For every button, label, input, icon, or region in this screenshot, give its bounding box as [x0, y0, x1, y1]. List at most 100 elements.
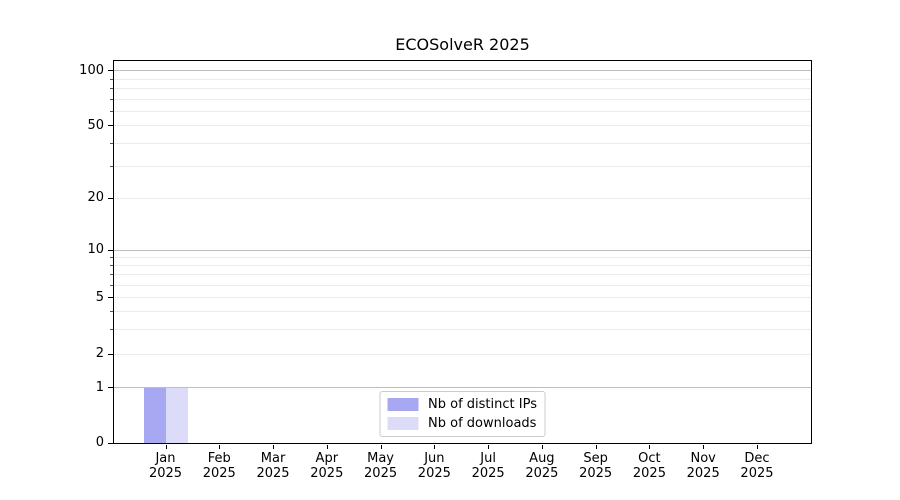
x-tick-mark: [326, 445, 328, 449]
y-minor-tick-mark: [110, 88, 113, 90]
y-minor-tick-mark: [110, 78, 113, 80]
x-tick-label: Mar 2025: [243, 451, 303, 481]
x-tick-mark: [595, 445, 597, 449]
gridline: [114, 249, 811, 251]
legend-label: Nb of distinct IPs: [428, 397, 537, 412]
legend: Nb of distinct IPs Nb of downloads: [379, 391, 546, 437]
x-tick-label: Feb 2025: [189, 451, 249, 481]
y-tick-label: 1: [95, 379, 104, 395]
x-tick-year: 2025: [525, 466, 559, 481]
y-tick-label: 10: [87, 242, 104, 258]
x-tick-label: Dec 2025: [727, 451, 787, 481]
x-tick-month: Aug: [529, 451, 555, 466]
y-minor-tick-mark: [110, 264, 113, 266]
x-tick-year: 2025: [310, 466, 344, 481]
x-tick-month: Feb: [207, 451, 231, 466]
x-tick-mark: [649, 445, 651, 449]
y-tick-mark: [108, 297, 113, 299]
legend-row: Nb of distinct IPs: [387, 397, 537, 412]
y-tick-mark: [108, 249, 113, 251]
y-minor-tick-mark: [110, 142, 113, 144]
x-tick-month: Jan: [155, 451, 176, 466]
x-tick-month: Oct: [638, 451, 661, 466]
x-tick-year: 2025: [686, 466, 720, 481]
gridline: [114, 88, 811, 90]
y-tick-mark: [108, 387, 113, 389]
x-tick-month: Jun: [424, 451, 445, 466]
bar: [165, 387, 188, 443]
x-tick-mark: [703, 445, 705, 449]
gridline: [114, 264, 811, 266]
x-tick-label: Aug 2025: [512, 451, 572, 481]
gridline: [114, 353, 811, 355]
y-minor-tick-mark: [110, 256, 113, 258]
x-tick-month: Mar: [260, 451, 286, 466]
y-minor-tick-mark: [110, 284, 113, 286]
x-tick-mark: [756, 445, 758, 449]
gridline: [114, 125, 811, 127]
gridline: [114, 387, 811, 389]
gridline: [114, 297, 811, 299]
x-tick-month: Dec: [744, 451, 770, 466]
y-minor-tick-mark: [110, 311, 113, 313]
gridline: [114, 98, 811, 100]
y-minor-tick-mark: [110, 110, 113, 112]
x-tick-year: 2025: [364, 466, 398, 481]
y-tick-mark: [108, 353, 113, 355]
x-tick-month: Nov: [690, 451, 716, 466]
x-tick-year: 2025: [148, 466, 183, 481]
gridline: [114, 78, 811, 80]
gridline: [114, 328, 811, 330]
y-tick-label: 20: [87, 190, 104, 206]
x-tick-year: 2025: [471, 466, 505, 481]
gridline: [114, 284, 811, 286]
plot-area: Nb of distinct IPs Nb of downloads: [113, 60, 812, 444]
x-tick-year: 2025: [202, 466, 236, 481]
y-minor-tick-mark: [110, 165, 113, 167]
legend-swatch: [387, 398, 419, 411]
x-tick-mark: [488, 445, 490, 449]
y-tick-label: 5: [95, 289, 104, 305]
chart-title: ECOSolveR 2025: [395, 35, 530, 54]
x-tick-mark: [434, 445, 436, 449]
y-tick-label: 0: [95, 435, 104, 450]
x-tick-year: 2025: [579, 466, 613, 481]
x-tick-mark: [541, 445, 543, 449]
y-tick-mark: [108, 442, 113, 444]
y-tick-label: 2: [95, 346, 104, 362]
x-tick-year: 2025: [256, 466, 290, 481]
gridline: [114, 311, 811, 313]
x-tick-year: 2025: [417, 466, 451, 481]
y-tick-label: 50: [87, 117, 104, 133]
x-tick-month: Apr: [315, 451, 339, 466]
x-tick-label: Jul 2025: [458, 451, 518, 481]
legend-swatch: [387, 417, 419, 430]
legend-row: Nb of downloads: [387, 416, 537, 431]
x-tick-label: May 2025: [351, 451, 411, 481]
x-tick-month: May: [367, 451, 395, 466]
legend-label: Nb of downloads: [428, 416, 537, 431]
x-tick-label: Oct 2025: [619, 451, 679, 481]
y-minor-tick-mark: [110, 274, 113, 276]
gridline: [114, 256, 811, 258]
x-tick-label: Sep 2025: [566, 451, 626, 481]
x-tick-label: Jun 2025: [404, 451, 464, 481]
x-tick-year: 2025: [632, 466, 666, 481]
x-tick-label: Apr 2025: [297, 451, 357, 481]
gridline: [114, 197, 811, 199]
bar: [143, 387, 166, 443]
x-tick-month: Jul: [480, 451, 496, 466]
y-tick-mark: [108, 197, 113, 199]
y-tick-label: 100: [79, 62, 104, 78]
y-minor-tick-mark: [110, 98, 113, 100]
y-minor-tick-mark: [110, 328, 113, 330]
x-tick-label: Jan 2025: [136, 451, 196, 481]
gridline: [114, 274, 811, 276]
x-tick-label: Nov 2025: [673, 451, 733, 481]
x-tick-mark: [219, 445, 221, 449]
y-tick-mark: [108, 70, 113, 72]
x-tick-mark: [380, 445, 382, 449]
x-tick-mark: [273, 445, 275, 449]
gridline: [114, 165, 811, 167]
